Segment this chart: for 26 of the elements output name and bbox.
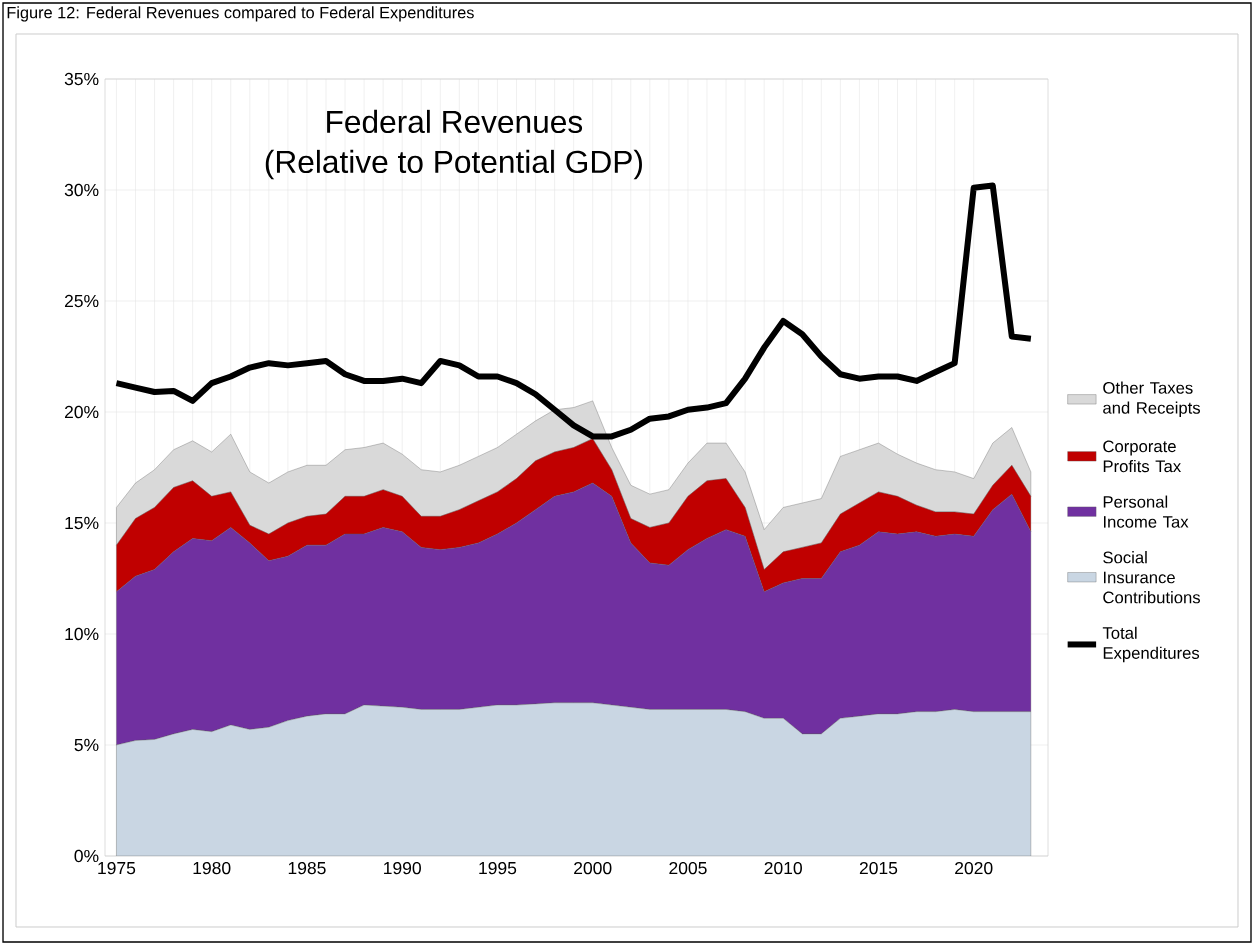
x-tick-label: 2020 <box>955 861 993 875</box>
text: (Relative to Potential GDP) <box>265 149 642 180</box>
x-tick-label: 1995 <box>479 861 517 875</box>
y-tick-label: 10% <box>65 627 99 641</box>
y-tick-label: 25% <box>64 294 99 308</box>
y-tick-label: 35% <box>64 72 99 86</box>
legend-label: Personal Income Tax <box>1103 495 1189 528</box>
legend-label: Total Expenditures <box>1102 626 1200 663</box>
y-tick-label: 15% <box>65 516 99 530</box>
legend-label: Corporate Profits Tax <box>1103 440 1181 473</box>
x-tick-label: 1980 <box>193 861 231 875</box>
y-tick-label: 5% <box>74 738 99 752</box>
x-tick-label: 2000 <box>574 861 612 875</box>
x-tick-label: 1985 <box>288 861 326 875</box>
legend-label: Other Taxes and Receipts <box>1103 381 1201 418</box>
caption: Figure 12: Federal Revenues compared to Federal Expenditures <box>7 6 474 22</box>
y-tick-label: 30% <box>64 183 99 197</box>
x-tick-label: 1990 <box>384 861 421 875</box>
x-tick-label: 2010 <box>764 861 802 875</box>
y-tick-label: 20% <box>64 405 99 419</box>
text: Federal Revenues <box>327 109 583 134</box>
y-tick-label: 0% <box>74 849 99 863</box>
legend-label: Social Insurance Contributions <box>1103 551 1201 604</box>
x-tick-label: 2015 <box>859 861 898 875</box>
x-tick-label: 1975 <box>98 861 136 875</box>
x-tick-label: 2005 <box>669 861 707 875</box>
